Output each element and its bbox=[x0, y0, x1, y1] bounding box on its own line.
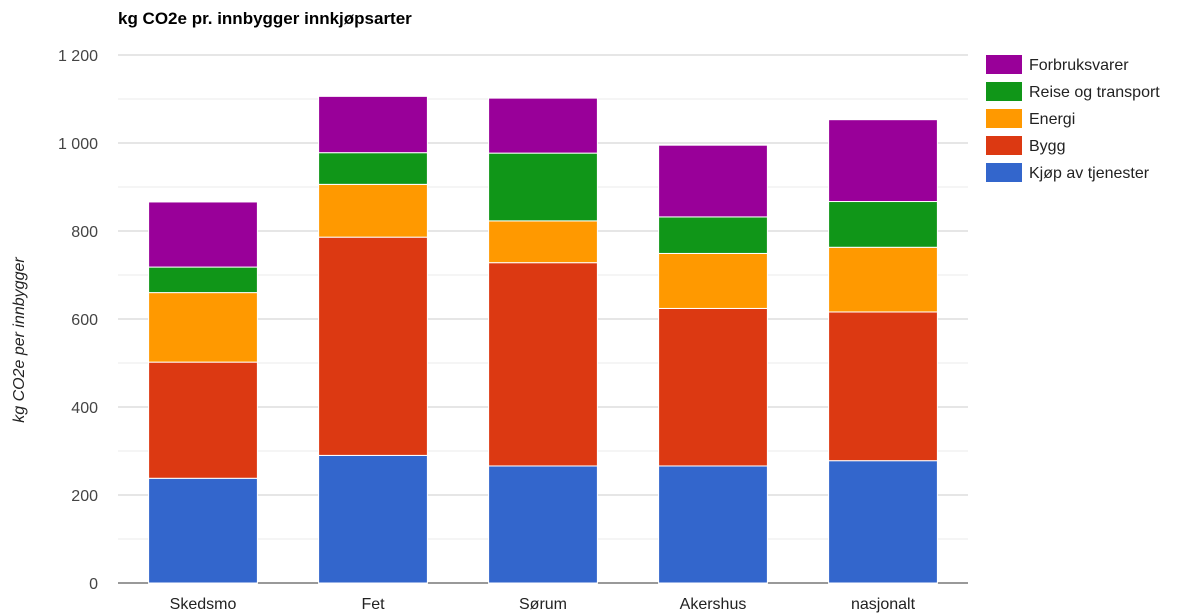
bar-segment bbox=[828, 119, 938, 203]
legend-label: Energi bbox=[1029, 111, 1075, 128]
legend-swatch bbox=[986, 82, 1022, 101]
bar-segment bbox=[828, 311, 938, 462]
bars bbox=[148, 95, 938, 584]
x-category-label: Fet bbox=[361, 596, 385, 613]
bar-segment bbox=[318, 152, 428, 185]
y-axis-ticks: 0 200 400 600 800 1 000 1 200 bbox=[58, 48, 98, 593]
legend-label: Kjøp av tjenester bbox=[1029, 165, 1150, 182]
y-tick-label: 1 200 bbox=[58, 48, 98, 65]
bar-segment bbox=[828, 201, 938, 248]
bar-segment bbox=[318, 236, 428, 456]
bar-segment bbox=[318, 454, 428, 584]
legend-label: Forbruksvarer bbox=[1029, 57, 1129, 74]
bar-segment bbox=[828, 460, 938, 584]
legend-swatch bbox=[986, 109, 1022, 128]
legend: Forbruksvarer Reise og transport Energi Byg… bbox=[986, 55, 1160, 182]
bar-segment bbox=[148, 292, 258, 363]
x-category-label: nasjonalt bbox=[851, 596, 916, 613]
bar-segment bbox=[318, 183, 428, 238]
x-category-label: Akershus bbox=[680, 596, 747, 613]
x-category-label: Sørum bbox=[519, 596, 567, 613]
x-category-label: Skedsmo bbox=[170, 596, 237, 613]
chart-title: kg CO2e pr. innbygger innkjøpsarter bbox=[118, 9, 412, 28]
bar-segment bbox=[658, 307, 768, 467]
bar-segment bbox=[488, 262, 598, 467]
legend-label: Bygg bbox=[1029, 138, 1065, 155]
bar-segment bbox=[148, 361, 258, 479]
bar-segment bbox=[658, 252, 768, 309]
bar-segment bbox=[488, 465, 598, 584]
bar-segment bbox=[488, 97, 598, 154]
bar-segment bbox=[488, 220, 598, 264]
bar-segment bbox=[828, 246, 938, 313]
y-tick-label: 600 bbox=[71, 312, 98, 329]
legend-swatch bbox=[986, 136, 1022, 155]
legend-label: Reise og transport bbox=[1029, 84, 1160, 101]
y-tick-label: 800 bbox=[71, 224, 98, 241]
y-tick-label: 0 bbox=[89, 576, 98, 593]
x-axis-categories: Skedsmo Fet Sørum Akershus nasjonalt bbox=[170, 596, 916, 613]
bar-segment bbox=[658, 465, 768, 584]
y-tick-label: 1 000 bbox=[58, 136, 98, 153]
bar-segment bbox=[148, 266, 258, 294]
bar-segment bbox=[658, 144, 768, 218]
bar-segment bbox=[658, 216, 768, 254]
y-tick-label: 200 bbox=[71, 488, 98, 505]
legend-swatch bbox=[986, 55, 1022, 74]
bar-segment bbox=[318, 95, 428, 154]
y-tick-label: 400 bbox=[71, 400, 98, 417]
bar-segment bbox=[148, 477, 258, 584]
y-axis-label: kg CO2e per innbygger bbox=[11, 257, 28, 423]
bar-segment bbox=[488, 152, 598, 222]
legend-swatch bbox=[986, 163, 1022, 182]
bar-segment bbox=[148, 201, 258, 268]
